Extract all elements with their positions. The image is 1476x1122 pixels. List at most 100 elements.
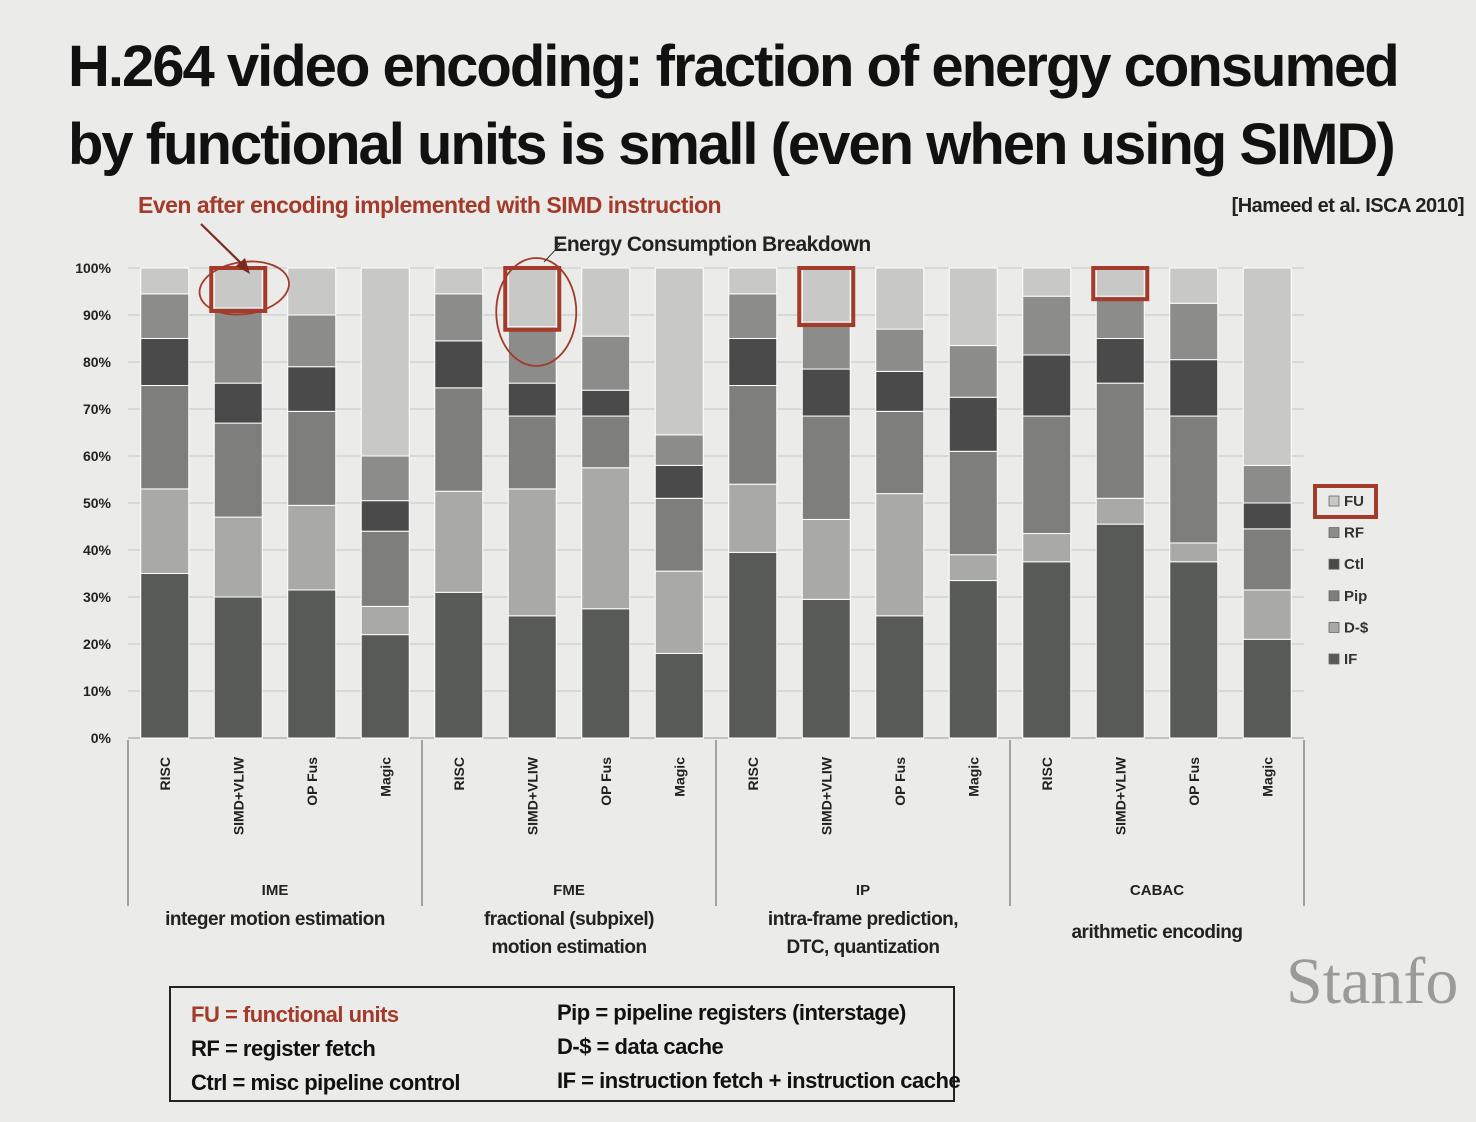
glossary-fu: FU = functional units (191, 1002, 399, 1027)
energy-chart: 0% 10% 20% 30% 40% 50% 60% 70% 80% 90% 100% RISC SIM… (75, 223, 1378, 958)
bar-segment-pip (1095, 382, 1145, 499)
x-tick-label: OP Fus (1186, 757, 1202, 806)
bar-segment-pip (728, 385, 778, 485)
y-tick-label: 20% (83, 636, 112, 652)
slide-title: H.264 video encoding: fraction of energy… (68, 34, 1400, 177)
bar-segment-if (360, 634, 410, 739)
group-label: IME (262, 882, 289, 899)
bar-segment-pip (434, 387, 484, 492)
x-tick-label: RISC (745, 757, 761, 790)
group-label: IP (856, 882, 870, 899)
legend-fu-highlight (1313, 484, 1378, 519)
y-tick-label: 60% (83, 448, 112, 464)
bar-segment-if (801, 598, 851, 739)
x-tick-label: SIMD+VLIW (524, 756, 540, 835)
x-tick-label: Magic (671, 757, 687, 797)
bar-segment-fu (875, 267, 925, 330)
bar-segment-if (875, 615, 925, 739)
bar-segment-d (1169, 542, 1219, 563)
legend-swatch (1328, 527, 1340, 538)
bar-segment-fu (581, 267, 631, 337)
citation: [Hameed et al. ISCA 2010] (1231, 195, 1465, 217)
bar-segment-if (1022, 561, 1072, 739)
bar-segment-fu (140, 267, 190, 295)
glossary-if: IF = instruction fetch + instruction cac… (557, 1068, 961, 1093)
bar-segment-pip (581, 415, 631, 469)
bar-segment-d (140, 488, 190, 574)
bar-segment-fu (728, 267, 778, 295)
group-label: CABAC (1130, 882, 1184, 899)
bar-segment-d (948, 554, 998, 582)
bar-segment-if (287, 589, 337, 739)
bar-segment-ctl (140, 338, 190, 386)
bar-segment-pip (287, 410, 337, 506)
x-tick-label: SIMD+VLIW (818, 756, 834, 835)
bar-segment-d (434, 490, 484, 593)
annotation-arrowhead (236, 258, 250, 274)
brand-watermark: Stanfo (1286, 945, 1459, 1018)
bar-segment-if (728, 551, 778, 739)
bar-segment-fu (507, 267, 557, 328)
x-tick-label: SIMD+VLIW (230, 756, 246, 835)
x-tick-label: Magic (1259, 757, 1275, 797)
bar-segment-d (875, 493, 925, 617)
x-tick-label: Magic (965, 757, 981, 797)
bar-segment-ctl (287, 366, 337, 412)
y-tick-label: 90% (83, 307, 112, 323)
bar-segment-fu (287, 267, 337, 316)
bar-segment-pip (875, 410, 925, 495)
bar-segment-pip (360, 530, 410, 607)
annotation-text: Even after encoding implemented with SIM… (138, 192, 722, 218)
bar-segment-ctl (434, 340, 484, 389)
group-description: fractional (subpixel) motion estimation (484, 909, 654, 958)
bar-segment-pip (213, 422, 263, 518)
glossary-dcache: D-$ = data cache (557, 1034, 724, 1059)
bar-segment-rf (140, 293, 190, 340)
bar-segment-d (1095, 497, 1145, 525)
bar-segment-if (1169, 561, 1219, 739)
fu-highlight-box (1091, 266, 1150, 302)
bar-segment-fu (1242, 267, 1292, 466)
bar-segment-fu (1095, 267, 1145, 297)
x-tick-label: SIMD+VLIW (1112, 756, 1128, 835)
title-connector (543, 244, 561, 263)
bar-segment-if (1242, 638, 1292, 739)
y-tick-label: 80% (83, 354, 112, 370)
bar-segment-pip (1242, 528, 1292, 591)
bar-segment-ctl (213, 382, 263, 424)
bar-segment-ctl (1242, 502, 1292, 530)
bar-segment-rf (728, 293, 778, 340)
bar-segment-ctl (801, 368, 851, 417)
bar-segment-rf (581, 335, 631, 391)
bar-segment-if (654, 652, 704, 739)
bar-segment-pip (507, 415, 557, 490)
glossary-ctrl: Ctrl = misc pipeline control (191, 1070, 461, 1095)
bar-segment-pip (1022, 415, 1072, 535)
group-label: FME (553, 882, 585, 899)
glossary-pip: Pip = pipeline registers (interstage) (557, 1000, 906, 1025)
y-tick-label: 50% (83, 495, 112, 511)
bar-segment-rf (801, 321, 851, 370)
bar-segment-rf (948, 345, 998, 398)
bar-segment-ctl (581, 389, 631, 417)
bar-segment-fu (434, 267, 484, 295)
bar-segment-if (434, 591, 484, 739)
bar-segment-rf (434, 293, 484, 342)
bar-segment-rf (1242, 464, 1292, 504)
bar-segment-rf (875, 328, 925, 372)
bar-segment-fu (654, 267, 704, 436)
bar-segment-ctl (507, 382, 557, 417)
bar-segment-pip (140, 385, 190, 490)
bar-segment-ctl (654, 464, 704, 499)
legend-swatch (1328, 590, 1340, 602)
legend-label: D-$ (1344, 619, 1369, 636)
y-tick-label: 10% (83, 683, 112, 699)
bar-segment-ctl (728, 338, 778, 386)
legend-swatch (1328, 622, 1340, 633)
legend-label: Ctl (1344, 556, 1364, 573)
bar-segment-d (1022, 533, 1072, 563)
bar-segment-d (654, 570, 704, 654)
group-description: intra-frame prediction, DTC, quantization (768, 909, 958, 958)
bar-segment-ctl (1169, 359, 1219, 417)
bar-segment-d (728, 483, 778, 553)
